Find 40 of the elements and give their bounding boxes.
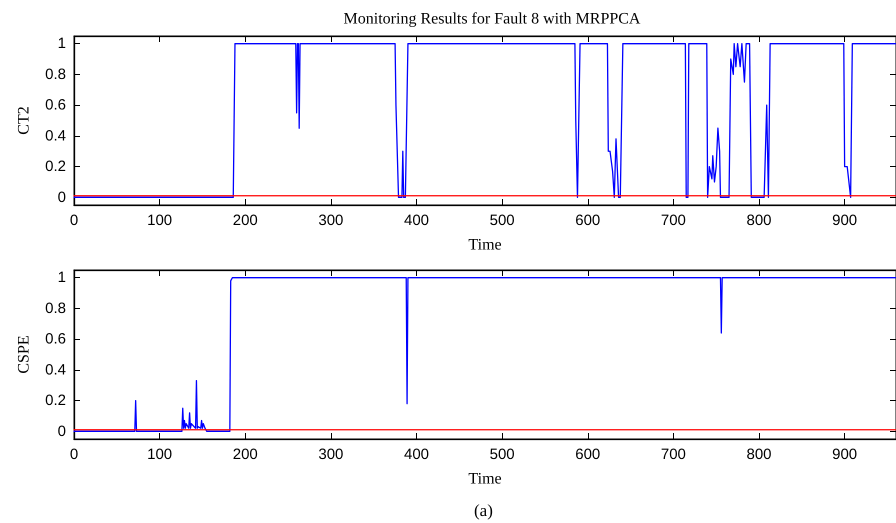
x-tick-label: 400 xyxy=(404,212,430,229)
x-tick-label: 100 xyxy=(147,446,172,463)
y-tick-label: 0.8 xyxy=(45,66,66,83)
y-tick-label: 0.4 xyxy=(45,127,66,144)
y-tick-label: 0.6 xyxy=(45,330,66,348)
x-tick-label: 900 xyxy=(832,446,858,463)
x-tick-label: 600 xyxy=(575,446,600,463)
x-axis-title: Time xyxy=(468,470,502,488)
chart-title: Monitoring Results for Fault 8 with MRPPCA xyxy=(344,10,641,28)
y-axis-title: CT2 xyxy=(16,106,32,135)
x-tick-label: 700 xyxy=(660,446,686,463)
y-tick-label: 0.8 xyxy=(45,300,66,317)
line-series xyxy=(73,43,896,198)
x-axis-title: Time xyxy=(468,236,502,254)
x-tick-label: 800 xyxy=(746,446,772,463)
y-tick-label: 0.6 xyxy=(45,96,66,114)
x-tick-label: 600 xyxy=(575,212,600,229)
x-tick-label: 800 xyxy=(746,212,772,229)
line-series xyxy=(73,277,896,432)
y-tick-label: 0 xyxy=(58,422,66,440)
y-tick-label: 0 xyxy=(58,188,66,206)
x-tick-label: 0 xyxy=(70,212,78,229)
x-tick-label: 0 xyxy=(70,446,78,463)
x-tick-label: 100 xyxy=(147,212,172,229)
y-tick-label: 0.2 xyxy=(45,158,66,176)
y-tick-label: 0.2 xyxy=(45,392,66,410)
text: (a) xyxy=(474,501,493,520)
y-tick-label: 0.4 xyxy=(45,361,66,378)
x-tick-label: 200 xyxy=(232,212,258,229)
x-tick-label: 300 xyxy=(318,446,344,463)
x-tick-label: 200 xyxy=(232,446,258,463)
y-tick-label: 1 xyxy=(58,269,66,286)
x-tick-label: 500 xyxy=(490,446,515,463)
x-tick-label: 500 xyxy=(490,212,515,229)
x-tick-label: 700 xyxy=(660,212,686,229)
x-tick-label: 400 xyxy=(404,446,430,463)
y-tick-label: 1 xyxy=(58,35,66,52)
x-tick-label: 300 xyxy=(318,212,344,229)
x-tick-label: 900 xyxy=(832,212,858,229)
y-axis-title: CSPE xyxy=(16,335,32,374)
